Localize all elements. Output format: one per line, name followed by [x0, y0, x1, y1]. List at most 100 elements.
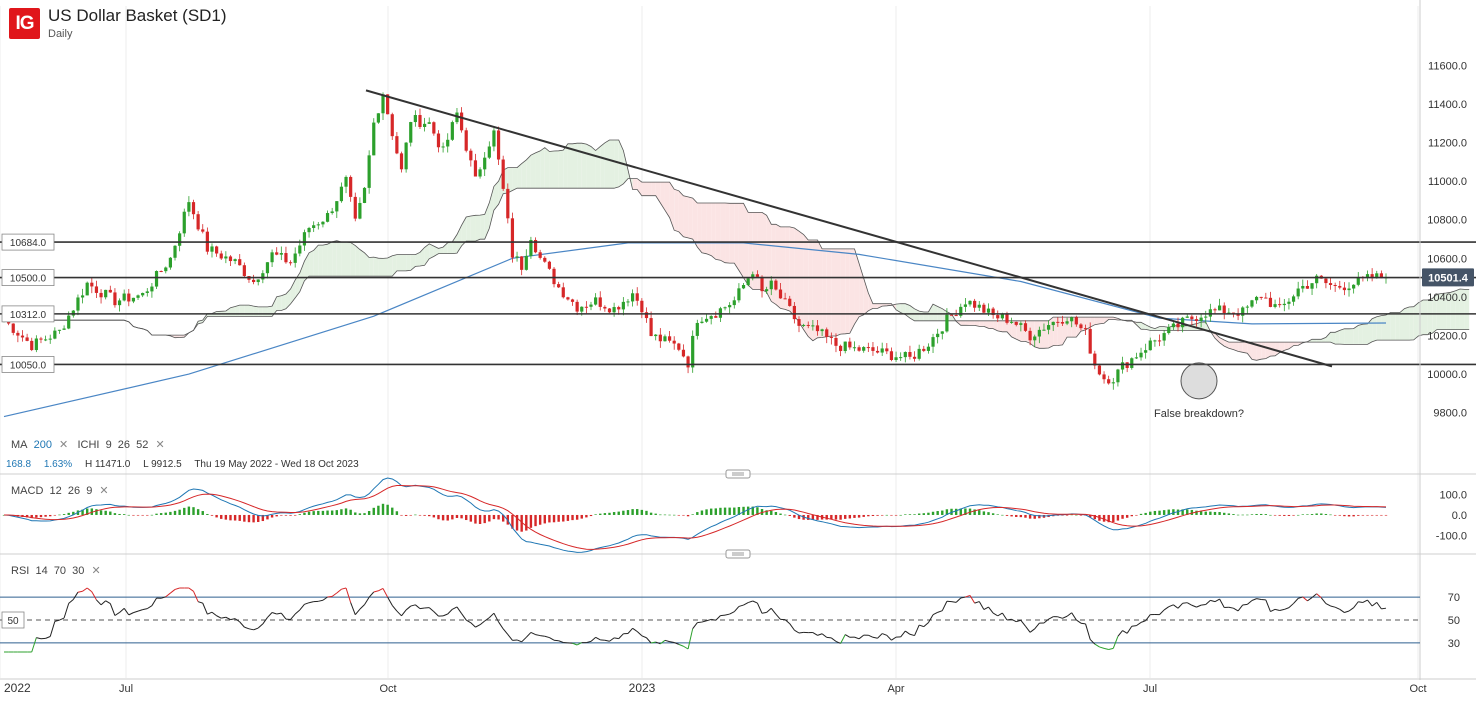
candle-body [469, 151, 472, 161]
macd-histogram-bar [1343, 515, 1345, 516]
rsi-line-segment [905, 631, 910, 634]
macd-histogram-bar [1149, 512, 1151, 515]
macd-histogram-bar [178, 510, 180, 515]
macd-histogram-bar [544, 515, 546, 523]
cloud-segment [651, 182, 656, 196]
rsi-line-segment [827, 637, 832, 638]
candle-body [955, 315, 958, 316]
macd-indicator-label[interactable]: MACD 12 26 9 ✕ [11, 484, 109, 497]
cloud-segment [277, 296, 282, 311]
rsi-line-segment [291, 614, 296, 619]
macd-histogram-bar [1135, 515, 1137, 516]
rsi-line-segment [1257, 599, 1262, 600]
macd-histogram-bar [710, 509, 712, 515]
macd-histogram-bar [433, 515, 435, 517]
macd-histogram-bar [483, 515, 485, 523]
rsi-line-segment [194, 591, 199, 601]
cloud-segment [258, 307, 263, 316]
macd-histogram-bar [641, 510, 643, 515]
macd-histogram-bar [747, 507, 749, 515]
candle-body [1015, 322, 1018, 325]
cloud-segment [1428, 299, 1433, 335]
macd-histogram-bar [400, 515, 402, 516]
candle-body [520, 256, 523, 269]
rsi-line-segment [92, 592, 97, 600]
macd-histogram-bar [983, 511, 985, 515]
candle-body [1176, 324, 1179, 328]
rsi-line-segment [147, 606, 152, 609]
cloud-segment [1363, 324, 1368, 345]
candle-body [497, 130, 500, 159]
rsi-line-segment [1002, 613, 1007, 620]
close-icon[interactable]: ✕ [59, 439, 68, 451]
close-icon[interactable]: ✕ [91, 565, 100, 577]
level-label: 10500.0 [10, 274, 47, 285]
rsi-line-segment [642, 636, 647, 638]
macd-histogram-bar [1015, 515, 1017, 517]
candle-body [599, 297, 602, 307]
macd-histogram-bar [1112, 515, 1114, 522]
cloud-segment [822, 249, 827, 338]
macd-histogram-bar [849, 515, 851, 518]
close-icon[interactable]: ✕ [155, 439, 164, 451]
candle-body [238, 259, 241, 265]
cloud-segment [591, 146, 596, 188]
rsi-line-segment [813, 633, 818, 636]
level-label: 10050.0 [10, 360, 47, 371]
macd-histogram-bar [696, 512, 698, 515]
macd-histogram-bar [151, 515, 153, 516]
rsi-line-segment [859, 635, 864, 639]
candle-body [26, 337, 29, 340]
candle-body [289, 262, 292, 263]
macd-histogram-bar [215, 515, 217, 517]
macd-histogram-bar [447, 515, 449, 521]
rsi-line-segment [596, 637, 601, 639]
macd-histogram-bar [373, 508, 375, 515]
rsi-line-segment [198, 602, 203, 603]
rsi-line-segment [1173, 605, 1178, 608]
rsi-line-segment [254, 628, 259, 630]
macd-histogram-bar [354, 512, 356, 515]
rsi-line-segment [244, 627, 249, 629]
candle-body [580, 307, 583, 312]
candle-body [53, 331, 56, 339]
candle-body [298, 245, 301, 253]
macd-histogram-bar [1366, 515, 1368, 516]
candle-body [1158, 340, 1161, 341]
macd-histogram-bar [1251, 514, 1253, 515]
macd-histogram-bar [742, 507, 744, 515]
macd-histogram-bar [1066, 515, 1068, 516]
cloud-segment [230, 306, 235, 316]
macd-histogram-bar [174, 511, 176, 515]
candle-body [978, 305, 981, 308]
rsi-line-segment [138, 610, 143, 611]
candle-body [1213, 309, 1216, 310]
close-icon[interactable]: ✕ [99, 485, 108, 497]
candle-body [742, 285, 745, 288]
candle-body [608, 309, 611, 313]
rsi-line-segment [716, 616, 721, 621]
macd-params: 12 26 9 [50, 485, 93, 497]
macd-histogram-bar [285, 515, 287, 516]
macd-histogram-bar [137, 515, 139, 516]
cloud-segment [850, 249, 855, 333]
x-tick-label: Oct [1409, 683, 1426, 695]
macd-histogram-bar [936, 511, 938, 515]
macd-histogram-bar [299, 514, 301, 515]
cloud-segment [1160, 327, 1165, 331]
macd-histogram-bar [1325, 514, 1327, 515]
rsi-line-segment [175, 588, 180, 589]
macd-histogram-bar [248, 515, 250, 522]
ma-indicator-label[interactable]: MA 200 ✕ ICHI 9 26 52 ✕ [11, 438, 165, 451]
macd-histogram-bar [1214, 512, 1216, 515]
candle-body [894, 357, 897, 360]
macd-histogram-bar [114, 513, 116, 515]
candle-body [363, 188, 366, 203]
candle-body [1139, 353, 1142, 358]
rsi-line-segment [1238, 605, 1243, 611]
rsi-line-segment [78, 591, 83, 592]
candle-body [603, 307, 606, 309]
rsi-indicator-label[interactable]: RSI 14 70 30 ✕ [11, 564, 101, 577]
panel-resize-handle [726, 470, 750, 478]
